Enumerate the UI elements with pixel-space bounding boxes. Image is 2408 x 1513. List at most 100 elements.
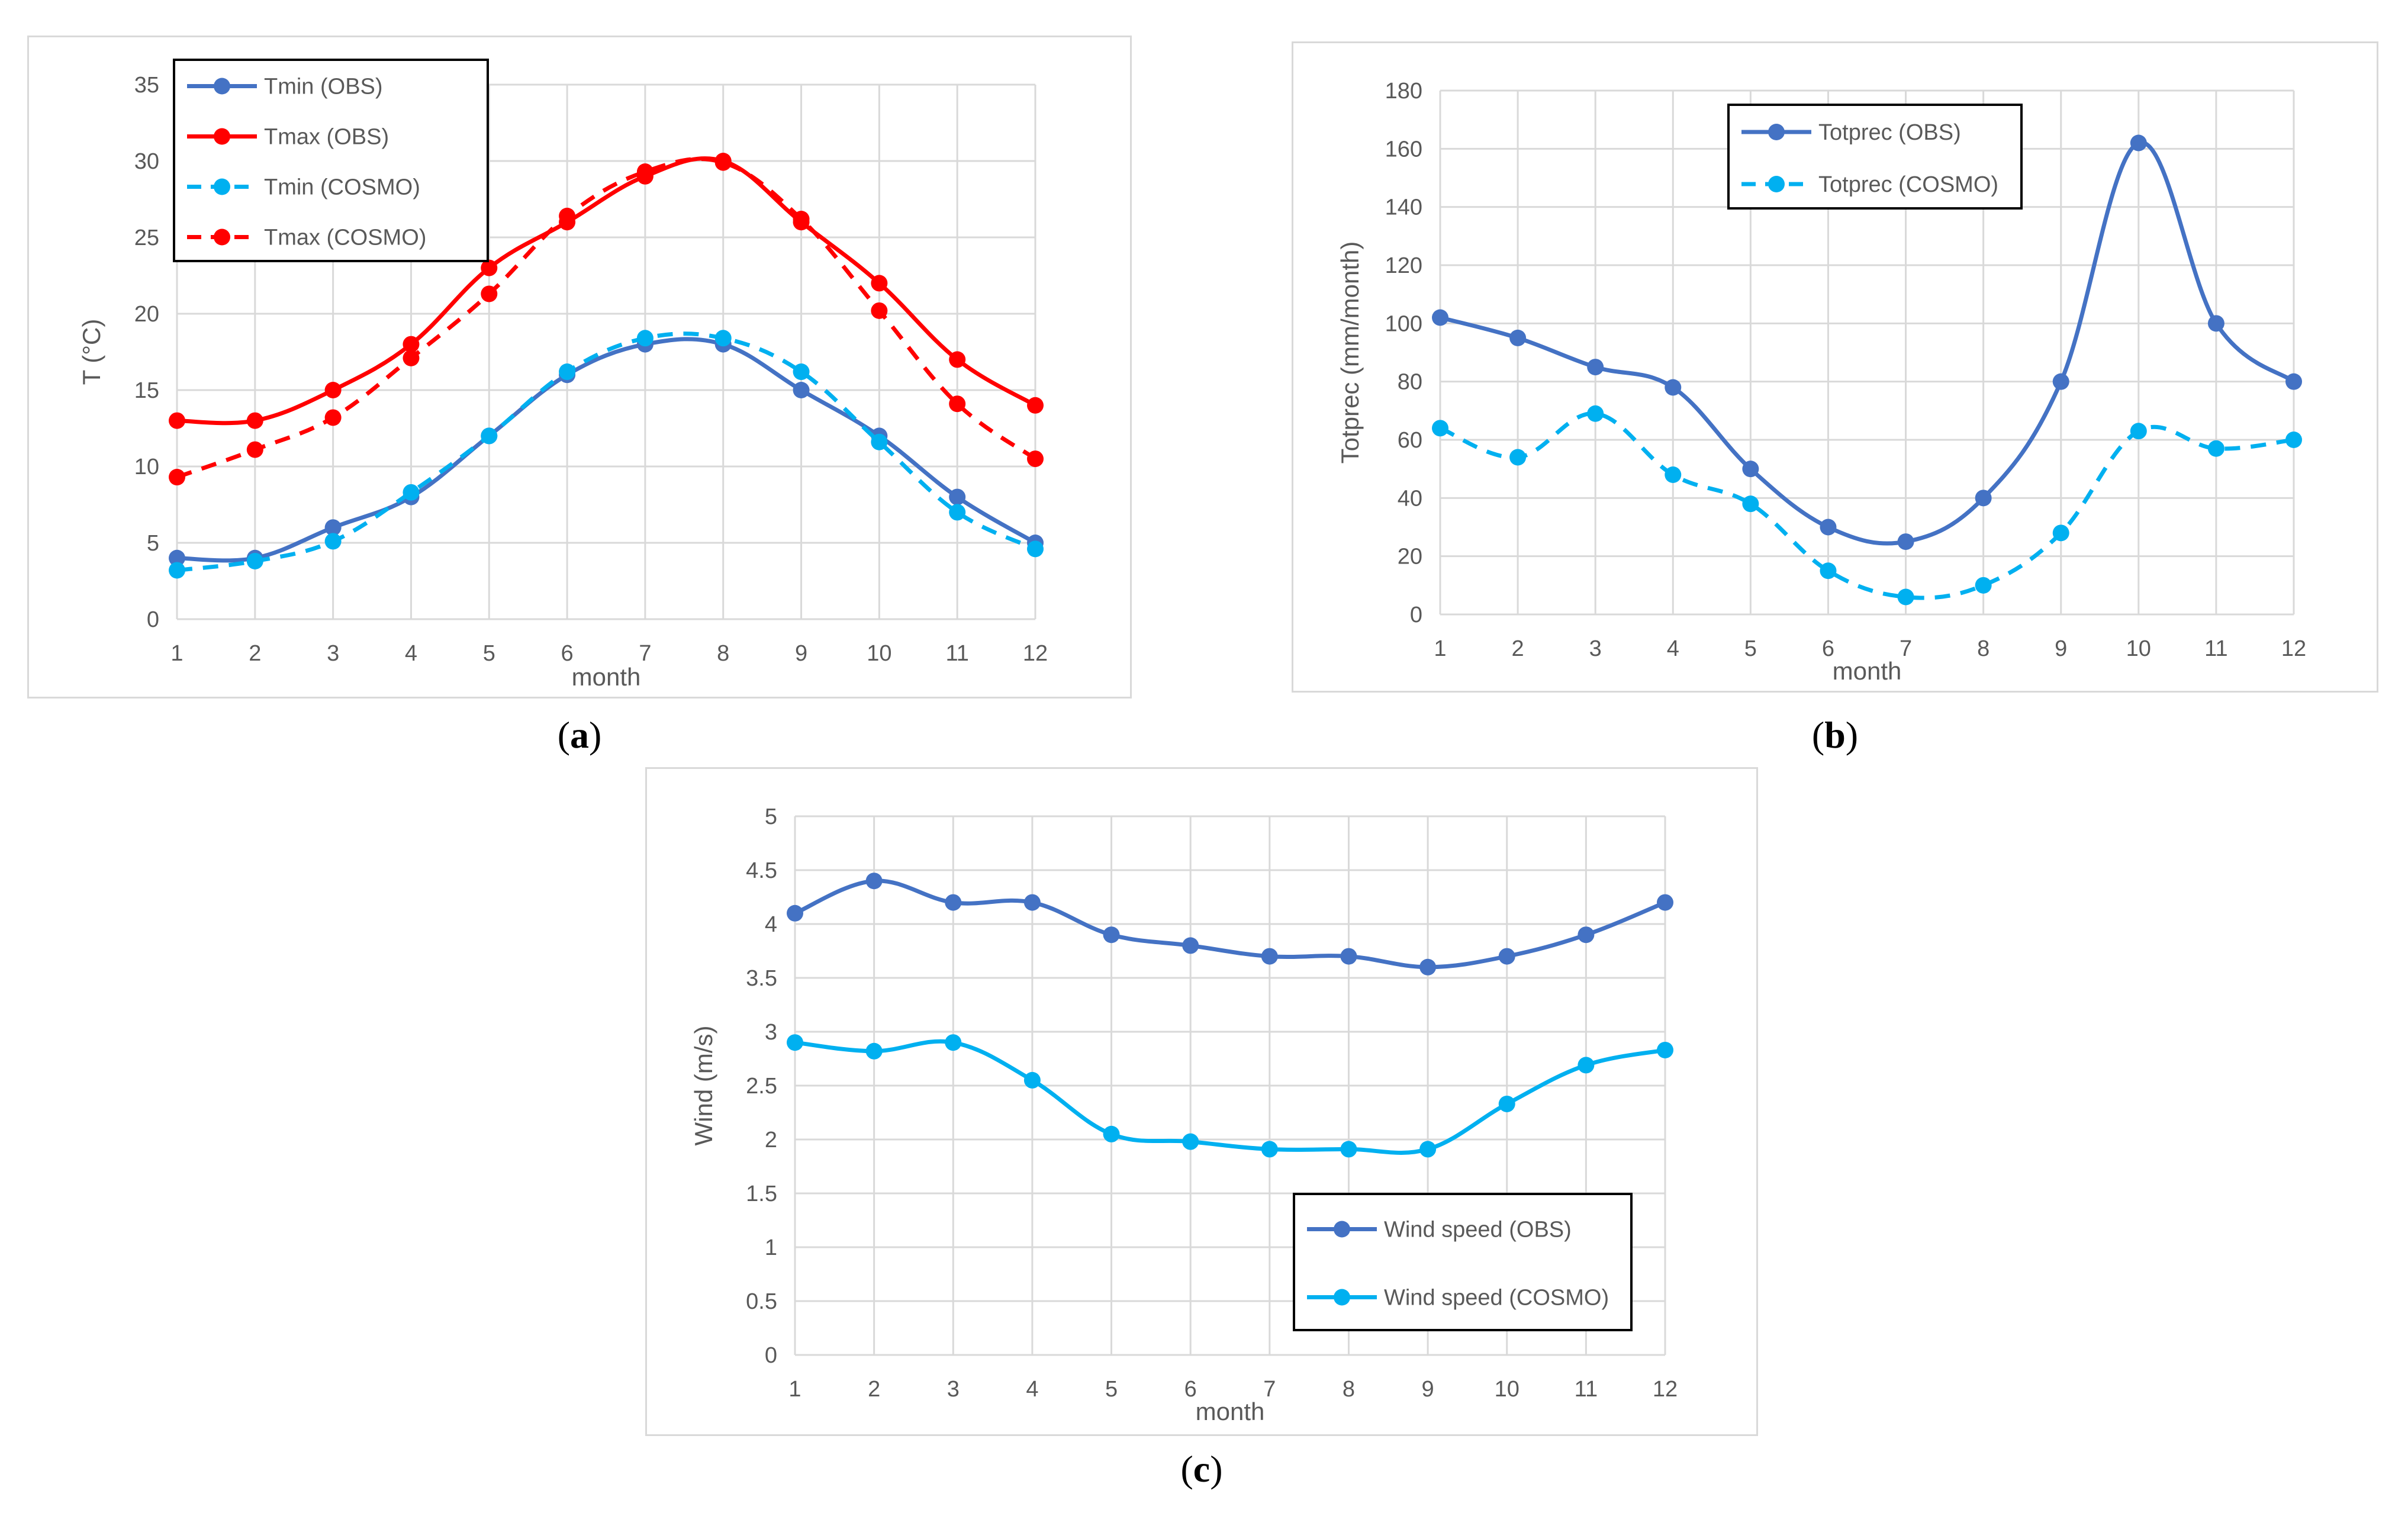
data-point (945, 1034, 962, 1051)
caption-b-letter: b (1824, 714, 1846, 756)
data-point (1340, 1141, 1357, 1158)
data-point (1027, 540, 1044, 558)
data-point (793, 363, 810, 381)
series-line (176, 337, 1036, 563)
series-wind-speed-cosmo (787, 1034, 1673, 1158)
data-point (246, 441, 263, 458)
x-tick-label: 2 (249, 641, 261, 666)
x-axis-title: month (1833, 657, 1902, 685)
data-point (793, 382, 810, 398)
y-tick-label: 35 (134, 73, 159, 98)
legend-swatch-marker (214, 228, 230, 246)
data-point (246, 412, 263, 429)
data-point (871, 302, 888, 319)
legend-box (1293, 1193, 1633, 1331)
data-point (949, 488, 966, 506)
y-tick-label: 60 (1398, 428, 1422, 453)
data-point (1432, 420, 1448, 437)
caption-c: (c) (1180, 1448, 1223, 1490)
y-tick-label: 3.5 (746, 966, 777, 991)
x-tick-label: 12 (2281, 636, 2306, 661)
y-tick-label: 180 (1385, 79, 1422, 104)
y-tick-label: 20 (134, 302, 159, 327)
y-tick-label: 80 (1398, 370, 1422, 395)
series-tmax-cosmo (169, 154, 1044, 486)
data-point (481, 259, 498, 276)
x-tick-label: 6 (561, 641, 574, 666)
data-point (865, 1042, 883, 1060)
x-tick-label: 10 (2126, 636, 2151, 661)
legend: Tmin (OBS) Tmax (OBS) Tmin (COSMO) Tmax (CO… (173, 59, 489, 262)
x-tick-label: 9 (1422, 1377, 1434, 1402)
y-tick-label: 4.5 (746, 858, 777, 883)
x-tick-label: 3 (1589, 636, 1602, 661)
data-point (1587, 405, 1604, 422)
x-tick-label: 5 (1105, 1377, 1118, 1402)
data-point (324, 533, 342, 550)
y-tick-label: 1 (765, 1235, 777, 1260)
data-point (1023, 894, 1041, 911)
data-point (1432, 309, 1448, 326)
x-tick-label: 11 (945, 641, 968, 666)
data-point (246, 552, 263, 569)
y-tick-label: 160 (1385, 137, 1422, 162)
x-tick-label: 11 (2204, 636, 2227, 661)
data-point (793, 211, 810, 228)
x-tick-label: 4 (1026, 1377, 1038, 1402)
y-tick-label: 40 (1398, 486, 1422, 511)
caption-b: (b) (1811, 714, 1859, 756)
x-tick-label: 3 (947, 1377, 960, 1402)
data-point (1023, 1071, 1041, 1089)
x-tick-label: 10 (867, 641, 891, 666)
data-point (636, 330, 653, 347)
legend-box (173, 59, 489, 262)
data-point (169, 549, 185, 566)
data-point (1897, 588, 1914, 606)
y-axis-title: T (°C) (78, 319, 105, 385)
x-tick-label: 4 (405, 641, 417, 666)
data-point (1103, 1125, 1120, 1142)
data-point (481, 285, 498, 302)
legend-swatch-marker (214, 128, 230, 145)
data-point (1027, 397, 1044, 414)
data-point (787, 1034, 803, 1051)
data-point (1742, 461, 1759, 478)
series-line (1439, 411, 2294, 600)
legend-entry-label: Tmax (OBS) (264, 125, 389, 150)
data-point (1820, 519, 1837, 536)
data-point (871, 275, 888, 292)
data-point (2130, 423, 2147, 440)
data-point (949, 351, 966, 368)
chart-panel-b: 0 20 40 60 80 100 120 140 160 180 1 2 3 4 5 6 7 8 9 10 11 12 m… (1292, 41, 2378, 693)
x-tick-label: 1 (788, 1377, 801, 1402)
y-tick-label: 15 (134, 378, 159, 403)
data-point (324, 519, 342, 536)
legend: Totprec (OBS) Totprec (COSMO) (1727, 104, 2023, 210)
data-point (169, 469, 185, 486)
data-point (2207, 440, 2224, 457)
data-point (169, 412, 185, 429)
data-point (1975, 490, 1992, 507)
x-tick-label: 9 (2055, 636, 2067, 661)
data-point (2052, 373, 2069, 390)
legend-swatch-marker (214, 178, 230, 195)
x-tick-label: 6 (1822, 636, 1834, 661)
data-point (1509, 329, 1527, 346)
legend-entry-label: Tmax (COSMO) (264, 226, 426, 250)
data-point (403, 484, 420, 501)
y-tick-label: 25 (134, 226, 159, 250)
chart-c-svg: 00.511.522.533.544.551 2 3 4 5 6 7 8 9 10 11 12mont… (690, 804, 1678, 1425)
data-point (1419, 958, 1437, 976)
data-point (1498, 1095, 1515, 1112)
data-point (1975, 577, 1992, 594)
data-point (481, 427, 498, 445)
data-point (1340, 948, 1357, 965)
series-line (176, 331, 1036, 572)
data-point (2285, 432, 2302, 448)
series-line (794, 878, 1666, 970)
data-point (2207, 315, 2224, 332)
data-point (871, 433, 888, 450)
y-tick-label: 0.5 (746, 1289, 777, 1314)
data-point (559, 363, 576, 381)
